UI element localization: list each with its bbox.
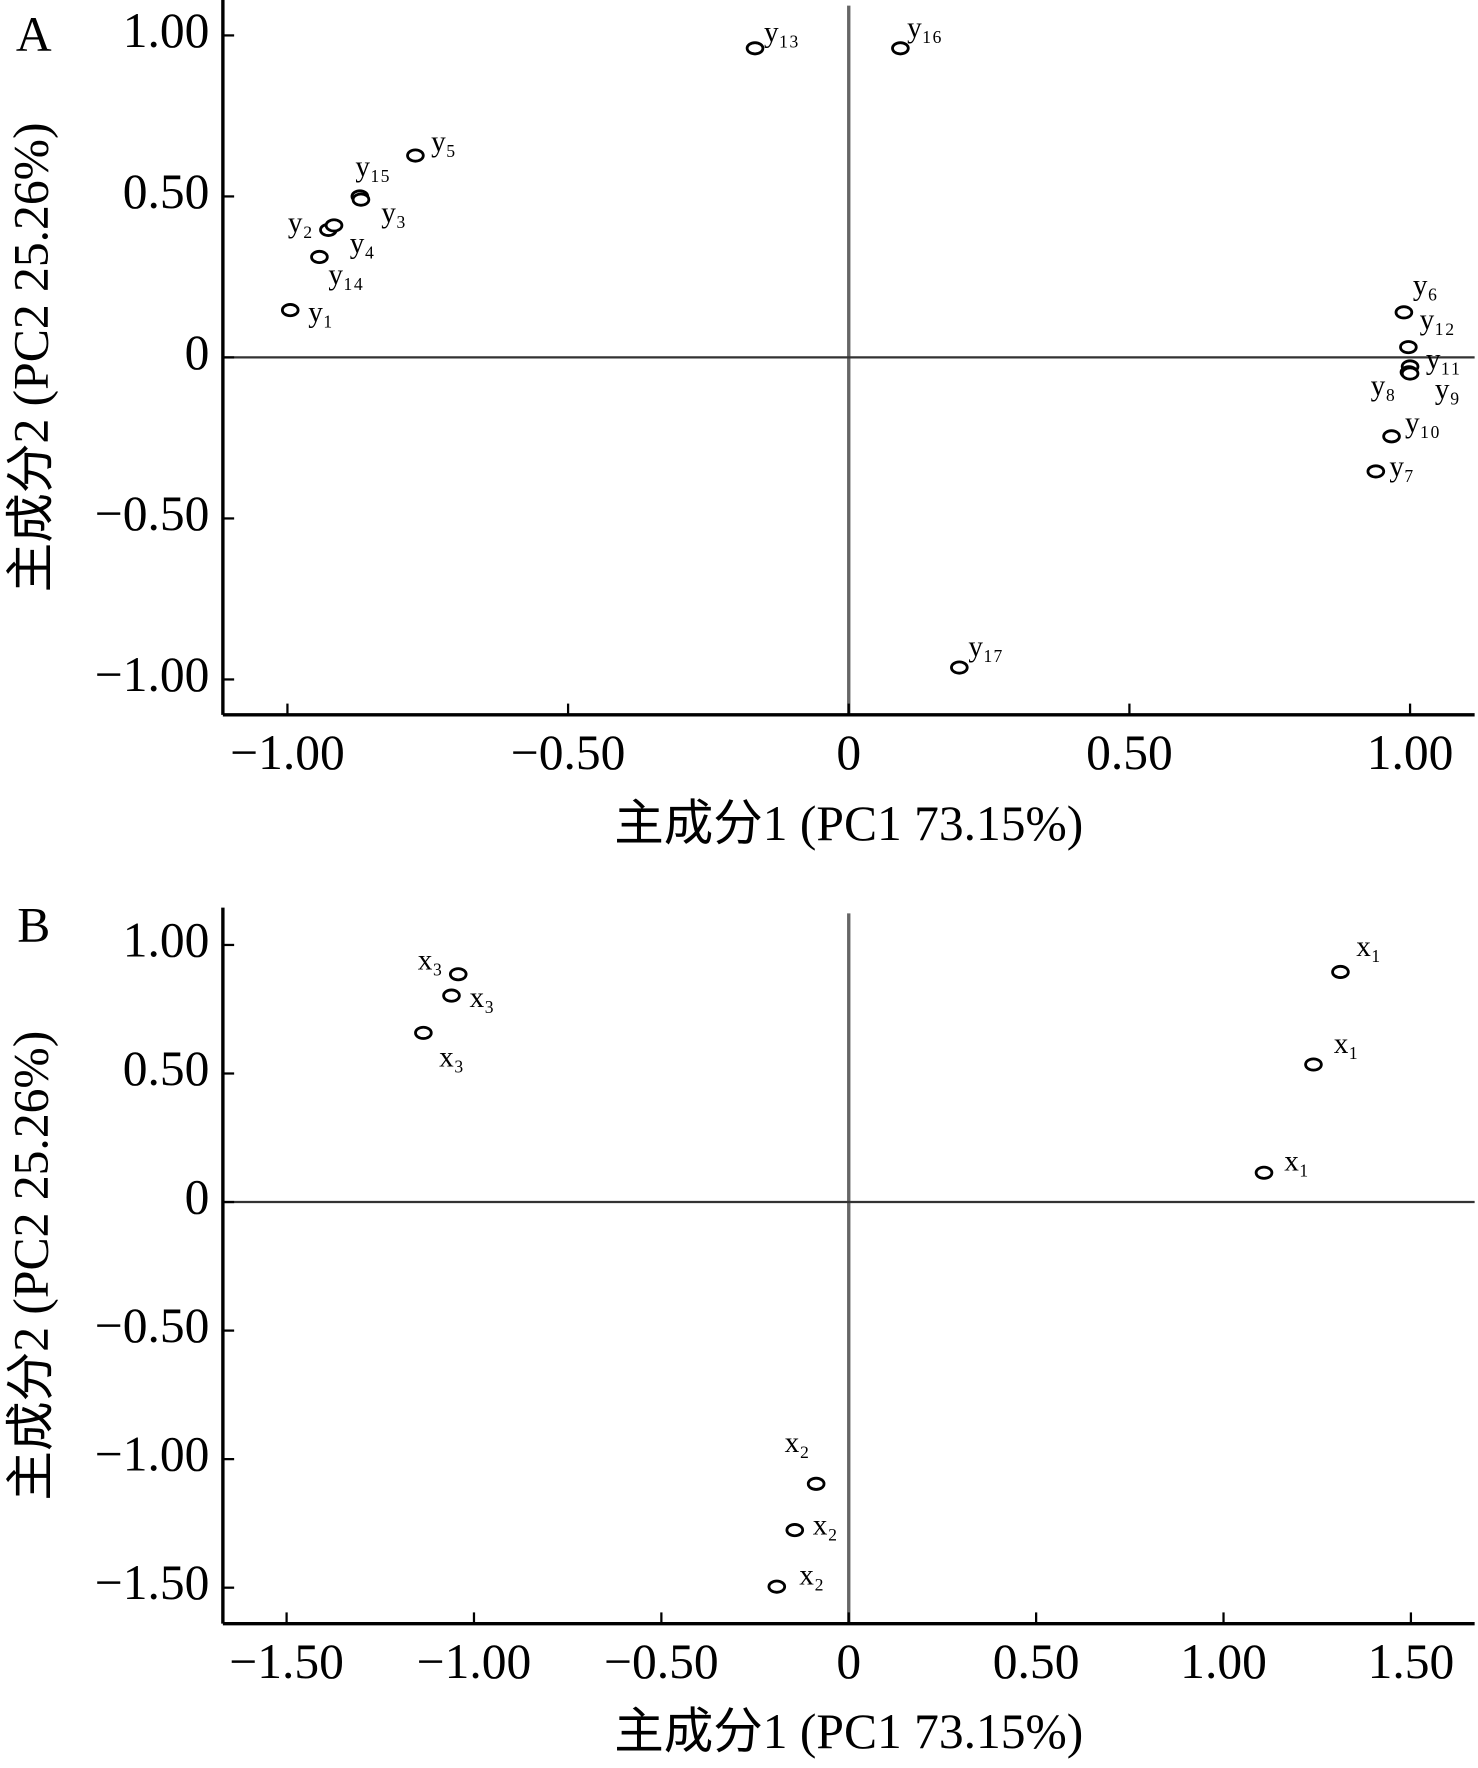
y-tick-label: −1.00 (95, 647, 210, 702)
point (1304, 1057, 1323, 1072)
x-tick-label: 0.50 (993, 1634, 1080, 1689)
point (745, 41, 765, 56)
point-label: y₃ (381, 197, 406, 229)
y-tick-label: 1.00 (123, 912, 210, 967)
y-tick-label: 1.00 (123, 3, 210, 58)
point-label: x₁ (1284, 1145, 1309, 1177)
panel-label: A (16, 7, 52, 62)
x-tick-label: −0.50 (604, 1634, 719, 1689)
point-label: x₁ (1334, 1028, 1359, 1060)
point (1400, 366, 1420, 381)
point (1366, 464, 1386, 479)
point (414, 1025, 433, 1040)
y-tick-label: −1.50 (95, 1555, 210, 1610)
point-label: x₃ (439, 1042, 464, 1074)
x-tick-label: −1.00 (417, 1634, 532, 1689)
x-tick-label: 1.00 (1180, 1634, 1267, 1689)
point (351, 192, 371, 207)
panel-label: B (17, 898, 50, 953)
point (280, 303, 300, 318)
point-label: y₁₅ (355, 151, 390, 183)
point-label: x₂ (813, 1510, 838, 1542)
point-label: y₅ (431, 126, 456, 158)
point (950, 660, 969, 675)
y-tick-label: 0 (185, 1169, 210, 1224)
y-axis-title: 主成分2 (PC2 25.26%) (3, 1031, 58, 1501)
point-label: y₁₂ (1420, 304, 1455, 336)
point (891, 41, 910, 56)
x-axis-title: 主成分1 (PC1 73.15%) (614, 1704, 1083, 1759)
point-label: y₄ (350, 227, 375, 259)
point-label: y₁₄ (328, 259, 363, 291)
point-label: y₂ (288, 207, 313, 239)
x-tick-label: −1.00 (230, 725, 345, 780)
point-label: y₆ (1413, 269, 1438, 301)
x-tick-label: 1.50 (1368, 1634, 1455, 1689)
point (1382, 429, 1401, 444)
point-label: x₁ (1356, 931, 1381, 963)
point (1331, 964, 1350, 979)
x-axis-title: 主成分1 (PC1 73.15%) (614, 796, 1083, 851)
point-label: y₁ (308, 296, 333, 328)
point (1394, 305, 1414, 320)
point (767, 1579, 787, 1594)
point (310, 249, 329, 265)
y-tick-label: −1.00 (95, 1426, 210, 1481)
x-tick-label: 0.50 (1086, 725, 1173, 780)
point-label: x₃ (418, 945, 443, 977)
point (806, 1476, 826, 1491)
y-axis-title: 主成分2 (PC2 25.26%) (3, 123, 58, 593)
point-label: y₁₆ (907, 12, 942, 44)
x-tick-label: 1.00 (1367, 725, 1454, 780)
y-tick-label: −0.50 (95, 486, 210, 541)
point-label: x₂ (799, 1559, 824, 1591)
point (448, 967, 468, 982)
x-tick-label: 0 (836, 725, 861, 780)
x-tick-label: −1.50 (229, 1634, 344, 1689)
y-tick-label: 0 (185, 325, 210, 380)
point (1254, 1165, 1274, 1180)
point-label: y₁₇ (968, 631, 1003, 663)
point (442, 988, 461, 1003)
point-label: y₈ (1371, 370, 1396, 402)
point-label: y₇ (1389, 451, 1414, 483)
x-tick-label: 0 (836, 1634, 861, 1689)
y-tick-label: 0.50 (123, 1041, 210, 1096)
x-tick-label: −0.50 (511, 725, 626, 780)
y-tick-label: 0.50 (123, 164, 210, 219)
point-label: x₃ (470, 982, 495, 1014)
point (785, 1523, 805, 1538)
point (324, 218, 344, 233)
point-label: y₁₁ (1426, 344, 1461, 376)
point-label: y₁₃ (764, 16, 799, 48)
point-label: y₉ (1435, 373, 1460, 405)
point-label: x₂ (785, 1427, 810, 1459)
point (1399, 340, 1418, 355)
point-label: y₁₀ (1405, 407, 1440, 439)
point (406, 148, 425, 163)
y-tick-label: −0.50 (95, 1298, 210, 1353)
